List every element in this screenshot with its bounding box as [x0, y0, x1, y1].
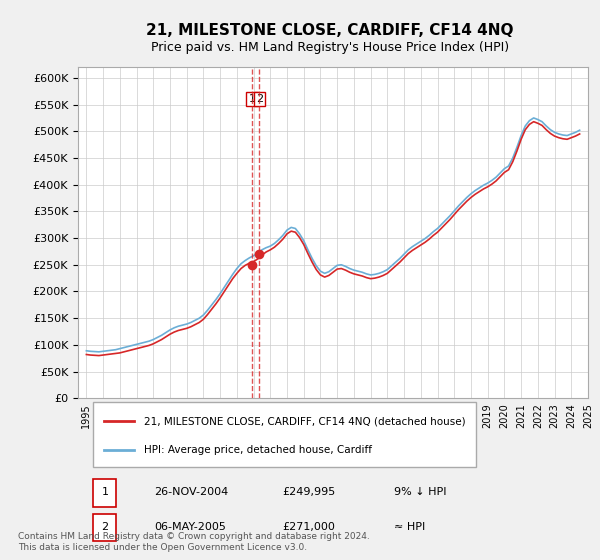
Text: 1: 1 — [248, 94, 256, 104]
Text: £249,995: £249,995 — [282, 487, 335, 497]
Text: 06-MAY-2005: 06-MAY-2005 — [155, 522, 226, 532]
Text: 2: 2 — [256, 94, 263, 104]
Bar — [94, 514, 116, 541]
Text: ≈ HPI: ≈ HPI — [394, 522, 425, 532]
Text: HPI: Average price, detached house, Cardiff: HPI: Average price, detached house, Card… — [145, 445, 372, 455]
Text: £271,000: £271,000 — [282, 522, 335, 532]
Text: 2: 2 — [101, 522, 109, 532]
Bar — [94, 479, 116, 507]
Text: Price paid vs. HM Land Registry's House Price Index (HPI): Price paid vs. HM Land Registry's House … — [151, 41, 509, 54]
Text: 26-NOV-2004: 26-NOV-2004 — [155, 487, 229, 497]
Text: 21, MILESTONE CLOSE, CARDIFF, CF14 4NQ: 21, MILESTONE CLOSE, CARDIFF, CF14 4NQ — [146, 24, 514, 38]
Text: 1: 1 — [101, 487, 109, 497]
Text: 9% ↓ HPI: 9% ↓ HPI — [394, 487, 446, 497]
Text: Contains HM Land Registry data © Crown copyright and database right 2024.
This d: Contains HM Land Registry data © Crown c… — [18, 532, 370, 552]
Text: 21, MILESTONE CLOSE, CARDIFF, CF14 4NQ (detached house): 21, MILESTONE CLOSE, CARDIFF, CF14 4NQ (… — [145, 417, 466, 426]
